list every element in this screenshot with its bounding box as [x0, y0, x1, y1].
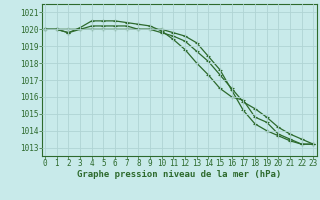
X-axis label: Graphe pression niveau de la mer (hPa): Graphe pression niveau de la mer (hPa) — [77, 170, 281, 179]
